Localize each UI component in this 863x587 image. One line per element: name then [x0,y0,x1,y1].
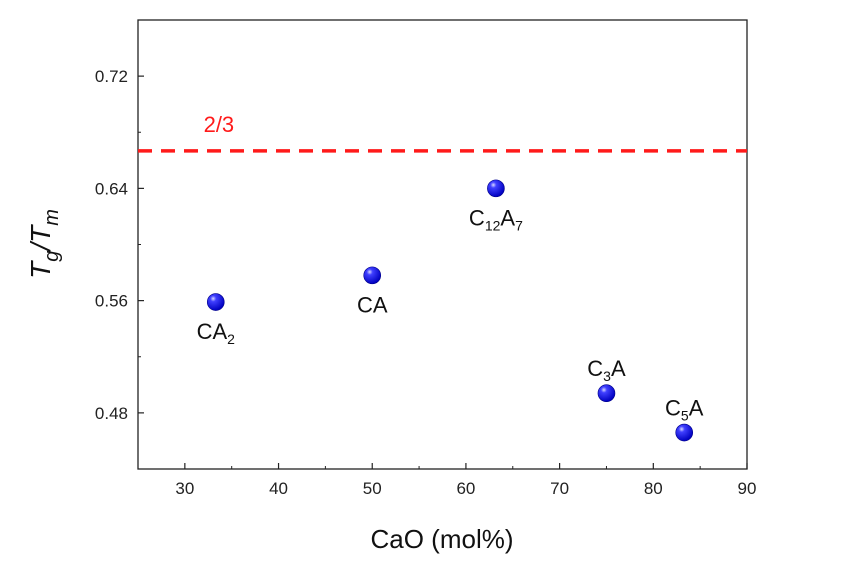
point-label: C5A [665,396,704,424]
data-point [487,179,505,198]
reference-line-label: 2/3 [204,112,235,137]
y-title-main: T [25,260,56,279]
point-label: C3A [587,356,626,384]
y-tick-label: 0.56 [95,292,128,311]
x-tick-label: 50 [363,479,382,498]
data-points: CA2 CA C12A7 C3A C5A [197,179,704,442]
point-label: CA [357,292,388,317]
y-tick-label: 0.64 [95,179,128,198]
y-tick-label: 0.48 [95,404,128,423]
plot-frame [137,19,748,470]
point-label: C12A7 [469,205,523,233]
axis-titles: CaO (mol%) Tg/Tm [25,209,514,554]
y-axis-ticks: 0.48 0.56 0.64 0.72 [95,19,144,470]
y-tick-label: 0.72 [95,67,128,86]
data-point [675,423,694,442]
x-tick-label: 40 [269,479,288,498]
x-tick-label: 30 [175,479,194,498]
y-axis-title: Tg/Tm [25,209,63,279]
y-title-slash: / [25,240,56,253]
x-tick-label: 80 [644,479,663,498]
data-point [363,266,382,285]
data-point [206,293,225,311]
data-point [597,384,616,403]
reference-line-group: 2/3 [138,112,747,153]
y-title-sub-g: g [41,251,63,262]
x-axis-title: CaO (mol%) [370,524,513,554]
point-label: CA2 [197,319,236,347]
x-tick-label: 90 [738,479,757,498]
y-title-sub-m: m [41,209,63,226]
x-tick-label: 70 [550,479,569,498]
x-axis-ticks: 30 40 50 60 70 80 90 [137,463,757,498]
y-title-main-2: T [25,224,56,243]
x-tick-label: 60 [456,479,475,498]
